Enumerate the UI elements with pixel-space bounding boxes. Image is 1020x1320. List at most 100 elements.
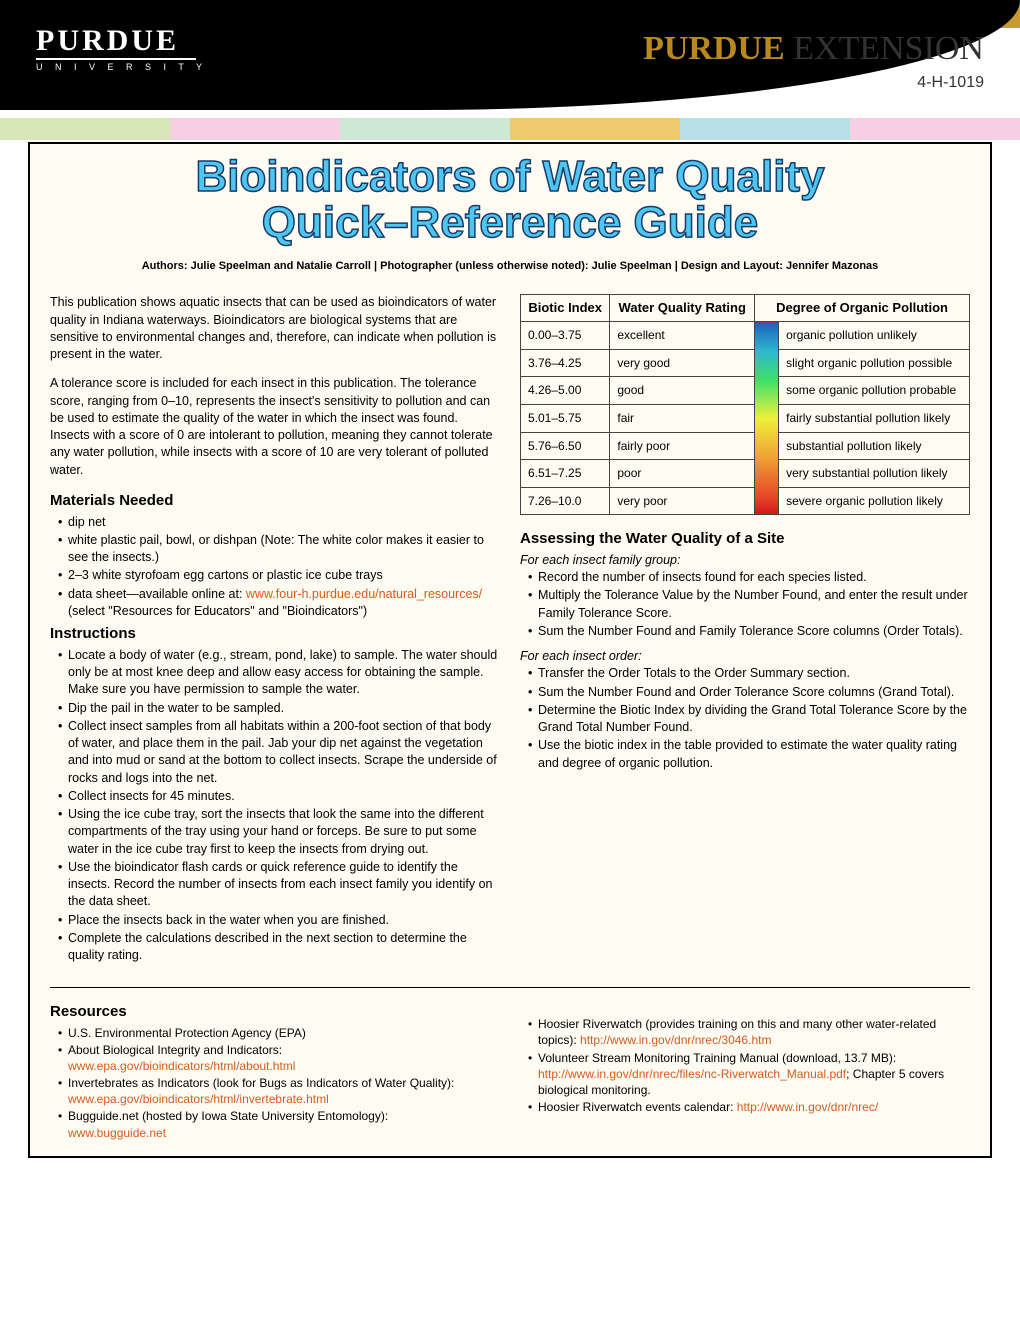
material-item: white plastic pail, bowl, or dishpan (No… — [58, 532, 500, 567]
res-link[interactable]: www.epa.gov/bioindicators/html/invertebr… — [68, 1092, 329, 1106]
res-item: Invertebrates as Indicators (look for Bu… — [58, 1075, 500, 1107]
material-item: data sheet—available online at: www.four… — [58, 586, 500, 621]
res-text: Invertebrates as Indicators (look for Bu… — [68, 1076, 454, 1090]
cell-bi: 7.26–10.0 — [521, 487, 610, 515]
gradient-cell — [755, 322, 779, 515]
cell-wq: excellent — [610, 322, 755, 350]
material-text: data sheet—available online at: — [68, 587, 246, 601]
assess-item: Use the biotic index in the table provid… — [528, 737, 970, 772]
intro-para-2: A tolerance score is included for each i… — [50, 375, 500, 479]
header-right: PURDUE EXTENSION 4-H-1019 — [643, 30, 984, 92]
cell-deg: substantial pollution likely — [779, 432, 970, 460]
instruction-item: Use the bioindicator flash cards or quic… — [58, 859, 500, 911]
tab-3 — [510, 118, 680, 140]
logo-bar — [36, 58, 196, 60]
tab-2 — [340, 118, 510, 140]
cell-deg: some organic pollution probable — [779, 377, 970, 405]
tab-5 — [850, 118, 1020, 140]
page: PURDUE U N I V E R S I T Y PURDUE EXTENS… — [0, 0, 1020, 1320]
title-band: Bioindicators of Water Quality Quick–Ref… — [30, 144, 990, 252]
cell-deg: fairly substantial pollution likely — [779, 404, 970, 432]
th-degree: Degree of Organic Pollution — [755, 295, 970, 322]
assess-list-2: Transfer the Order Totals to the Order S… — [520, 665, 970, 772]
ext-purdue: PURDUE — [643, 30, 785, 67]
logo-text: PURDUE — [36, 24, 207, 58]
res-item: Bugguide.net (hosted by Iowa State Unive… — [58, 1108, 500, 1140]
cell-bi: 6.51–7.25 — [521, 460, 610, 488]
res-link[interactable]: http://www.in.gov/dnr/nrec/ — [737, 1100, 878, 1114]
resources-list-left: U.S. Environmental Protection Agency (EP… — [50, 1025, 500, 1141]
logo-sub: U N I V E R S I T Y — [36, 62, 207, 72]
res-item: Hoosier Riverwatch (provides training on… — [528, 1016, 970, 1048]
res-link[interactable]: http://www.in.gov/dnr/nrec/3046.htm — [580, 1033, 771, 1047]
purdue-logo: PURDUE U N I V E R S I T Y — [36, 24, 207, 72]
title-line-2: Quick–Reference Guide — [30, 200, 990, 246]
th-biotic: Biotic Index — [521, 295, 610, 322]
table-row: 3.76–4.25very good slight organic polluti… — [521, 349, 970, 377]
materials-list: dip net white plastic pail, bowl, or dis… — [50, 514, 500, 621]
cell-bi: 5.76–6.50 — [521, 432, 610, 460]
tab-1 — [170, 118, 340, 140]
res-link[interactable]: www.bugguide.net — [68, 1126, 166, 1140]
cell-bi: 0.00–3.75 — [521, 322, 610, 350]
table-header-row: Biotic Index Water Quality Rating Degree… — [521, 295, 970, 322]
materials-heading: Materials Needed — [50, 491, 500, 512]
extension-title: PURDUE EXTENSION — [643, 30, 984, 68]
material-item: 2–3 white styrofoam egg cartons or plast… — [58, 567, 500, 584]
instruction-item: Locate a body of water (e.g., stream, po… — [58, 647, 500, 699]
cell-bi: 5.01–5.75 — [521, 404, 610, 432]
resources-list-right: Hoosier Riverwatch (provides training on… — [520, 1016, 970, 1115]
res-text: Hoosier Riverwatch events calendar: — [538, 1100, 737, 1114]
divider — [50, 987, 970, 988]
res-link[interactable]: http://www.in.gov/dnr/nrec/files/nc-Rive… — [538, 1067, 846, 1081]
res-item: About Biological Integrity and Indicator… — [58, 1042, 500, 1074]
assess-list-1: Record the number of insects found for e… — [520, 569, 970, 640]
table-row: 5.76–6.50fairly poorsubstantial pollutio… — [521, 432, 970, 460]
credits: Authors: Julie Speelman and Natalie Carr… — [30, 252, 990, 288]
instruction-item: Place the insects back in the water when… — [58, 912, 500, 929]
cell-wq: good — [610, 377, 755, 405]
main-box: Bioindicators of Water Quality Quick–Ref… — [28, 142, 992, 1158]
cell-wq: poor — [610, 460, 755, 488]
table-row: 6.51–7.25poor very substantial pollution … — [521, 460, 970, 488]
assess-sub-1: For each insect family group: — [520, 552, 970, 569]
assess-item: Multiply the Tolerance Value by the Numb… — [528, 587, 970, 622]
instruction-item: Collect insects for 45 minutes. — [58, 788, 500, 805]
cell-wq: very good — [610, 349, 755, 377]
assess-item: Determine the Biotic Index by dividing t… — [528, 702, 970, 737]
assess-item: Sum the Number Found and Family Toleranc… — [528, 623, 970, 640]
assess-sub-2: For each insect order: — [520, 648, 970, 665]
instruction-item: Complete the calculations described in t… — [58, 930, 500, 965]
resources-left: Resources U.S. Environmental Protection … — [50, 998, 500, 1142]
th-rating: Water Quality Rating — [610, 295, 755, 322]
tab-0 — [0, 118, 170, 140]
material-tail: (select "Resources for Educators" and "B… — [68, 604, 367, 618]
instruction-item: Using the ice cube tray, sort the insect… — [58, 806, 500, 858]
cell-wq: very poor — [610, 487, 755, 515]
doc-number: 4-H-1019 — [643, 74, 984, 92]
material-item: dip net — [58, 514, 500, 531]
table-row: 7.26–10.0very poor severe organic polluti… — [521, 487, 970, 515]
title-line-1: Bioindicators of Water Quality — [30, 154, 990, 200]
cell-deg: severe organic pollution likely — [779, 487, 970, 515]
cell-deg: organic pollution unlikely — [779, 322, 970, 350]
cell-deg: slight organic pollution possible — [779, 349, 970, 377]
assess-item: Record the number of insects found for e… — [528, 569, 970, 586]
cell-wq: fair — [610, 404, 755, 432]
resources-right: Hoosier Riverwatch (provides training on… — [520, 998, 970, 1142]
assess-heading: Assessing the Water Quality of a Site — [520, 529, 970, 550]
res-item: U.S. Environmental Protection Agency (EP… — [58, 1025, 500, 1041]
res-link[interactable]: www.epa.gov/bioindicators/html/about.htm… — [68, 1059, 295, 1073]
table-row: 5.01–5.75fair fairly substantial pollutio… — [521, 404, 970, 432]
res-text: About Biological Integrity and Indicator… — [68, 1043, 282, 1057]
cell-bi: 3.76–4.25 — [521, 349, 610, 377]
res-text: Volunteer Stream Monitoring Training Man… — [538, 1051, 896, 1065]
instruction-item: Dip the pail in the water to be sampled. — [58, 700, 500, 717]
cell-bi: 4.26–5.00 — [521, 377, 610, 405]
cell-deg: very substantial pollution likely — [779, 460, 970, 488]
intro-para-1: This publication shows aquatic insects t… — [50, 294, 500, 363]
material-link[interactable]: www.four-h.purdue.edu/natural_resources/ — [246, 587, 482, 601]
assess-item: Transfer the Order Totals to the Order S… — [528, 665, 970, 682]
instruction-item: Collect insect samples from all habitats… — [58, 718, 500, 787]
res-text: Bugguide.net (hosted by Iowa State Unive… — [68, 1109, 388, 1123]
